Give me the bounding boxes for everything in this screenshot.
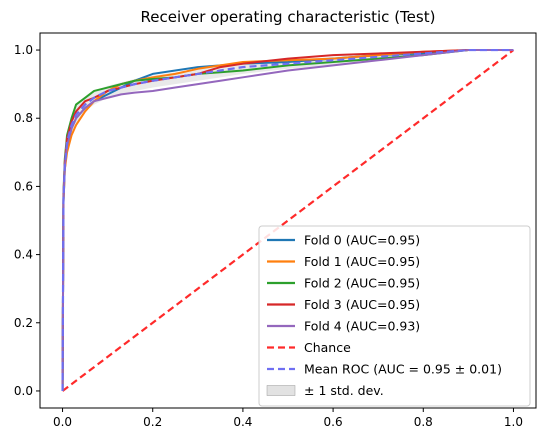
- legend-label: ± 1 std. dev.: [304, 383, 384, 398]
- x-tick-label: 0.0: [53, 415, 72, 429]
- legend-label: Chance: [304, 340, 351, 355]
- x-tick-label: 0.6: [324, 415, 343, 429]
- y-tick-label: 0.0: [14, 384, 33, 398]
- y-tick-label: 1.0: [14, 43, 33, 57]
- legend-label: Fold 3 (AUC=0.95): [304, 297, 420, 312]
- x-axis: 0.0 0.2 0.4 0.6 0.8 1.0: [53, 408, 523, 429]
- legend-swatch: [266, 385, 296, 396]
- series-line-6: [61, 48, 514, 391]
- legend: Fold 0 (AUC=0.95) Fold 1 (AUC=0.95) Fold 2…: [258, 225, 531, 407]
- x-tick-label: 0.4: [233, 415, 252, 429]
- y-tick-label: 0.6: [14, 179, 33, 193]
- legend-label: Mean ROC (AUC = 0.95 ± 0.01): [304, 362, 502, 377]
- plot-area: [39, 32, 537, 409]
- legend-label: Fold 1 (AUC=0.95): [304, 254, 420, 269]
- legend-label: Fold 0 (AUC=0.95): [304, 233, 420, 248]
- chart-title: Receiver operating characteristic (Test): [141, 8, 436, 26]
- x-tick-label: 0.8: [414, 415, 433, 429]
- series-layer: [61, 48, 515, 392]
- y-tick-label: 0.8: [14, 111, 33, 125]
- legend-box: [258, 225, 531, 407]
- legend-label: Fold 2 (AUC=0.95): [304, 276, 420, 291]
- y-axis: 0.0 0.2 0.4 0.6 0.8 1.0: [14, 43, 40, 398]
- series-line-5: [61, 49, 515, 392]
- axes-frame: [39, 32, 537, 409]
- y-tick-label: 0.2: [14, 316, 33, 330]
- x-tick-label: 0.2: [143, 415, 162, 429]
- legend-label: Fold 4 (AUC=0.93): [304, 319, 420, 334]
- y-tick-label: 0.4: [14, 248, 33, 262]
- x-tick-label: 1.0: [504, 415, 523, 429]
